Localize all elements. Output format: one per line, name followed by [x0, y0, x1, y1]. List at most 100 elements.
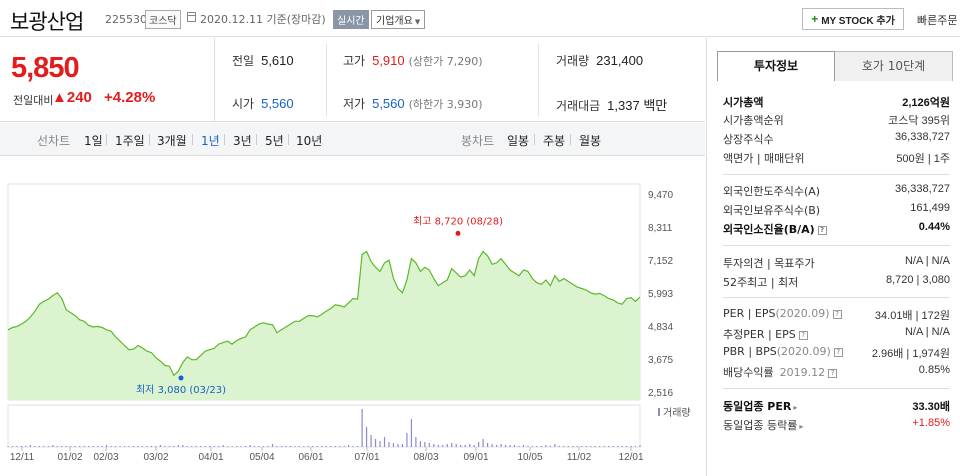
volume-bar: [383, 437, 386, 447]
quick-order-link[interactable]: 빠른주문: [917, 14, 958, 27]
volume-bar: [357, 446, 359, 447]
volume-bar: [7, 446, 9, 447]
foreign-hold-row: 외국인보유주식수(B) 161,499: [723, 201, 950, 219]
volume-bar: [249, 445, 251, 447]
tab-1y[interactable]: 1년: [201, 134, 220, 148]
volume-bar: [379, 441, 381, 447]
volume-bar: [204, 446, 206, 447]
volume-bar: [572, 446, 574, 447]
volume-bar: [38, 446, 40, 447]
dividend-label: 배당수익률: [723, 366, 774, 379]
volume-bar: [258, 446, 260, 447]
volume-bar: [630, 446, 632, 447]
tab-weekly[interactable]: 주봉: [543, 134, 566, 148]
volume-bar: [491, 444, 493, 447]
volume-bar: [352, 446, 354, 447]
shares-value: 36,338,727: [894, 131, 950, 143]
x-tick-label: 11/02: [567, 452, 592, 463]
volume-bar: [106, 445, 108, 447]
tab-5y[interactable]: 5년: [265, 134, 284, 148]
volume-bar: [173, 446, 175, 447]
x-tick-label: 01/02: [57, 452, 82, 463]
tab-10y[interactable]: 10년: [296, 134, 323, 148]
sector-rate-value: +1.85%: [912, 417, 950, 429]
x-tick-label: 12/01: [618, 452, 643, 463]
volume-bar: [410, 419, 413, 447]
volume-bar: [504, 445, 507, 447]
pbr-row: PBR | BPS(2020.09)? 2.96배 | 1,974원: [723, 344, 950, 362]
divider: [256, 134, 257, 145]
y-tick-label: 9,470: [648, 190, 673, 201]
volume-bar: [43, 446, 45, 447]
volume-bar: [218, 446, 220, 447]
volume-bar: [585, 446, 587, 447]
price-chart[interactable]: 9,470 8,311 7,152 5,993 4,834 3,675 2,516 최고 8,…: [0, 157, 705, 476]
divider: [723, 297, 950, 298]
market-cap-row: 시가총액 2,126억원: [723, 93, 950, 111]
volume-bar: [437, 445, 439, 447]
foreign-limit-row: 외국인한도주식수(A) 36,338,727: [723, 182, 950, 200]
volume-bar: [625, 446, 628, 447]
candle-chart-label: 봉차트: [461, 134, 495, 148]
help-icon[interactable]: ?: [798, 331, 808, 340]
company-overview-label: 기업개요: [376, 16, 413, 27]
high-label: 최고 8,720 (08/28): [413, 215, 503, 227]
help-icon[interactable]: ?: [833, 348, 843, 357]
volume-bar: [168, 446, 170, 447]
price-line: [7, 250, 641, 377]
per-date: (2020.09): [775, 307, 830, 320]
change-label: 전일대비: [13, 94, 54, 107]
tab-investment-info[interactable]: 투자정보: [717, 51, 835, 81]
company-overview-select[interactable]: 기업개요 ▼: [371, 10, 426, 29]
prev-close: 전일 5,610: [232, 52, 294, 69]
add-mystock-button[interactable]: + MY STOCK 추가: [802, 8, 904, 30]
caret-right-icon[interactable]: ▸: [799, 422, 804, 431]
volume-bar: [289, 446, 291, 447]
divider: [723, 388, 950, 389]
divider: [106, 134, 107, 145]
volume-bar: [164, 446, 166, 447]
divider: [538, 44, 539, 116]
realtime-button[interactable]: 실시간: [333, 10, 369, 29]
help-icon[interactable]: ?: [817, 226, 827, 235]
low-price: 저가 5,560 (하한가 3,930): [343, 95, 483, 112]
market-cap-rank-row: 시가총액순위 코스닥 395위: [723, 111, 950, 129]
volume-bar: [20, 446, 23, 447]
help-icon[interactable]: ?: [832, 310, 842, 319]
volume-bar: [79, 446, 81, 447]
tab-3m[interactable]: 3개월: [157, 134, 187, 148]
x-tick-label: 03/02: [143, 452, 168, 463]
est-per-value: N/A | N/A: [904, 326, 950, 338]
pbr-value: 2.96배 | 1,974원: [871, 348, 950, 360]
tab-3y[interactable]: 3년: [233, 134, 252, 148]
caret-right-icon[interactable]: ▸: [793, 403, 798, 412]
price-change-rate: +4.28%: [104, 89, 156, 106]
help-icon[interactable]: ?: [828, 369, 838, 378]
sector-rate-label: 동일업종 등락률: [723, 419, 798, 432]
foreign-hold-label: 외국인보유주식수(B): [723, 204, 821, 217]
volume-bar: [482, 439, 484, 447]
volume-bar: [424, 442, 426, 447]
foreign-limit-value: 36,338,727: [894, 183, 950, 195]
divider: [723, 174, 950, 175]
stock-header: 보광산업 225530 코스닥 2020.12.11 기준(장마감) 실시간 기…: [0, 0, 960, 37]
high-marker: [455, 230, 461, 236]
volume-bar: [132, 446, 135, 447]
volume-bar: [141, 446, 144, 447]
tab-orderbook[interactable]: 호가 10단계: [835, 51, 953, 81]
volume-bar: [522, 445, 525, 447]
tab-monthly[interactable]: 월봉: [579, 134, 602, 148]
tab-1d[interactable]: 1일: [84, 134, 103, 148]
volume-bar: [419, 441, 421, 447]
volume-bar: [455, 444, 457, 447]
volume-bar: [348, 445, 350, 447]
volume-bar: [123, 446, 126, 447]
foreign-ratio-value: 0.44%: [918, 221, 950, 233]
y-tick-label: 2,516: [648, 388, 673, 399]
x-tick-label: 08/03: [413, 452, 438, 463]
divider: [149, 134, 150, 145]
volume-bar: [16, 446, 18, 447]
market-badge: 코스닥: [145, 10, 181, 29]
tab-1w[interactable]: 1주일: [115, 134, 145, 148]
tab-daily[interactable]: 일봉: [507, 134, 530, 148]
